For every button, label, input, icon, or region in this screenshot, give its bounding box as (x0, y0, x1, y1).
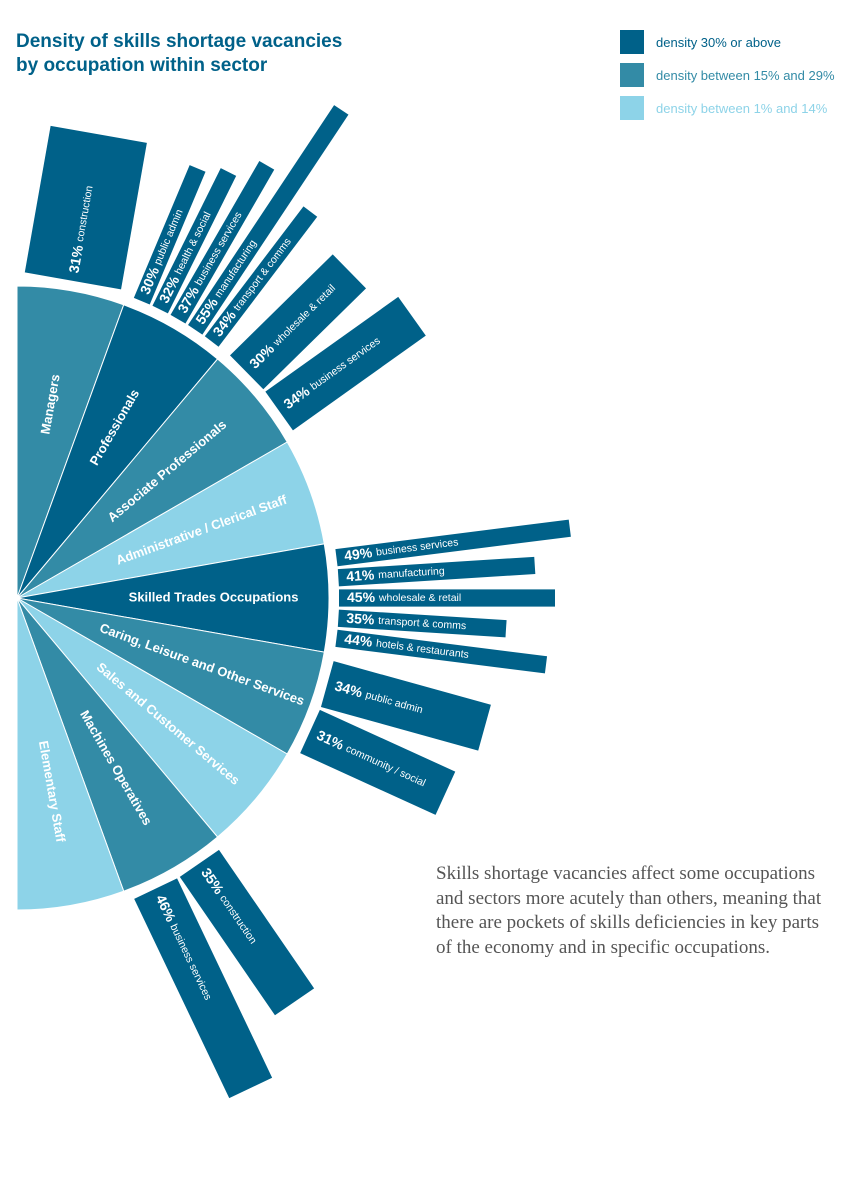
bar-rect-1-1 (152, 168, 237, 314)
bar-rect-4-2 (339, 589, 555, 607)
bar-rect-2-1 (265, 296, 426, 431)
bar-label-4-4: 44% hotels & restaurants (344, 630, 470, 662)
bar-pct-4-0: 49% (343, 543, 377, 563)
sector-bar-4-1: 41% manufacturing (337, 556, 536, 587)
bar-rect-5-0 (320, 661, 491, 751)
legend: density 30% or above density between 15%… (620, 30, 860, 129)
sector-bar-0-0: 31% construction (24, 125, 147, 290)
bar-rect-5-1 (300, 709, 456, 815)
bar-rect-1-3 (188, 105, 349, 335)
legend-swatch-high (620, 30, 644, 54)
bar-label-4-0: 49% business services (343, 533, 459, 563)
legend-item-high: density 30% or above (620, 30, 860, 63)
legend-swatch-mid (620, 63, 644, 87)
bar-rect-7-0 (179, 849, 315, 1016)
sector-bar-4-2: 45% wholesale & retail (339, 589, 555, 607)
bar-rect-4-0 (335, 519, 571, 567)
bar-pct-4-4: 44% (344, 630, 378, 650)
sector-bar-2-1: 34% business services (265, 296, 426, 431)
bar-rect-4-1 (337, 556, 536, 587)
bar-label-4-2: 45% wholesale & retail (347, 589, 461, 605)
bar-pct-4-3: 35% (346, 609, 379, 627)
title-line-2: by occupation within sector (16, 55, 268, 76)
bar-rect-1-4 (204, 206, 318, 347)
bar-rect-2-0 (230, 254, 367, 390)
bar-sector-4-3: transport & comms (378, 615, 467, 633)
bar-pct-4-2: 45% (347, 589, 379, 605)
occupation-label-4: Skilled Trades Occupations (129, 589, 299, 604)
sector-bar-7-0: 35% construction (179, 849, 315, 1016)
title-line-1: Density of skills shortage vacancies (16, 31, 343, 52)
bar-sector-4-2: wholesale & retail (378, 592, 461, 604)
legend-label-high: density 30% or above (656, 35, 782, 50)
bar-pct-4-1: 41% (346, 566, 379, 584)
bar-label-4-3: 35% transport & comms (346, 609, 467, 633)
caption-text: Skills shortage vacancies affect some oc… (436, 863, 822, 958)
segment-8 (16, 597, 125, 911)
bar-rect-0-0 (24, 125, 147, 290)
legend-label-mid: density between 15% and 29% (656, 68, 835, 83)
legend-label-low: density between 1% and 14% (656, 101, 828, 116)
bar-sector-4-1: manufacturing (378, 565, 445, 581)
bar-rect-4-4 (335, 629, 548, 674)
legend-item-low: density between 1% and 14% (620, 96, 860, 129)
bar-pct-0-0: 31% (65, 240, 86, 274)
chart-title: Density of skills shortage vacancies by … (16, 30, 416, 78)
sector-bar-4-3: 35% transport & comms (337, 609, 507, 638)
bar-rect-4-3 (337, 609, 507, 638)
legend-swatch-low (620, 96, 644, 120)
sector-bar-4-0: 49% business services (335, 519, 571, 567)
legend-item-mid: density between 15% and 29% (620, 63, 860, 96)
bar-rect-7-1 (134, 878, 273, 1099)
sector-bar-4-4: 44% hotels & restaurants (335, 629, 548, 674)
bar-label-4-1: 41% manufacturing (346, 562, 445, 584)
sector-bar-5-0: 34% public admin (320, 661, 491, 751)
bar-rect-1-2 (170, 161, 275, 324)
bar-rect-1-0 (133, 165, 206, 305)
